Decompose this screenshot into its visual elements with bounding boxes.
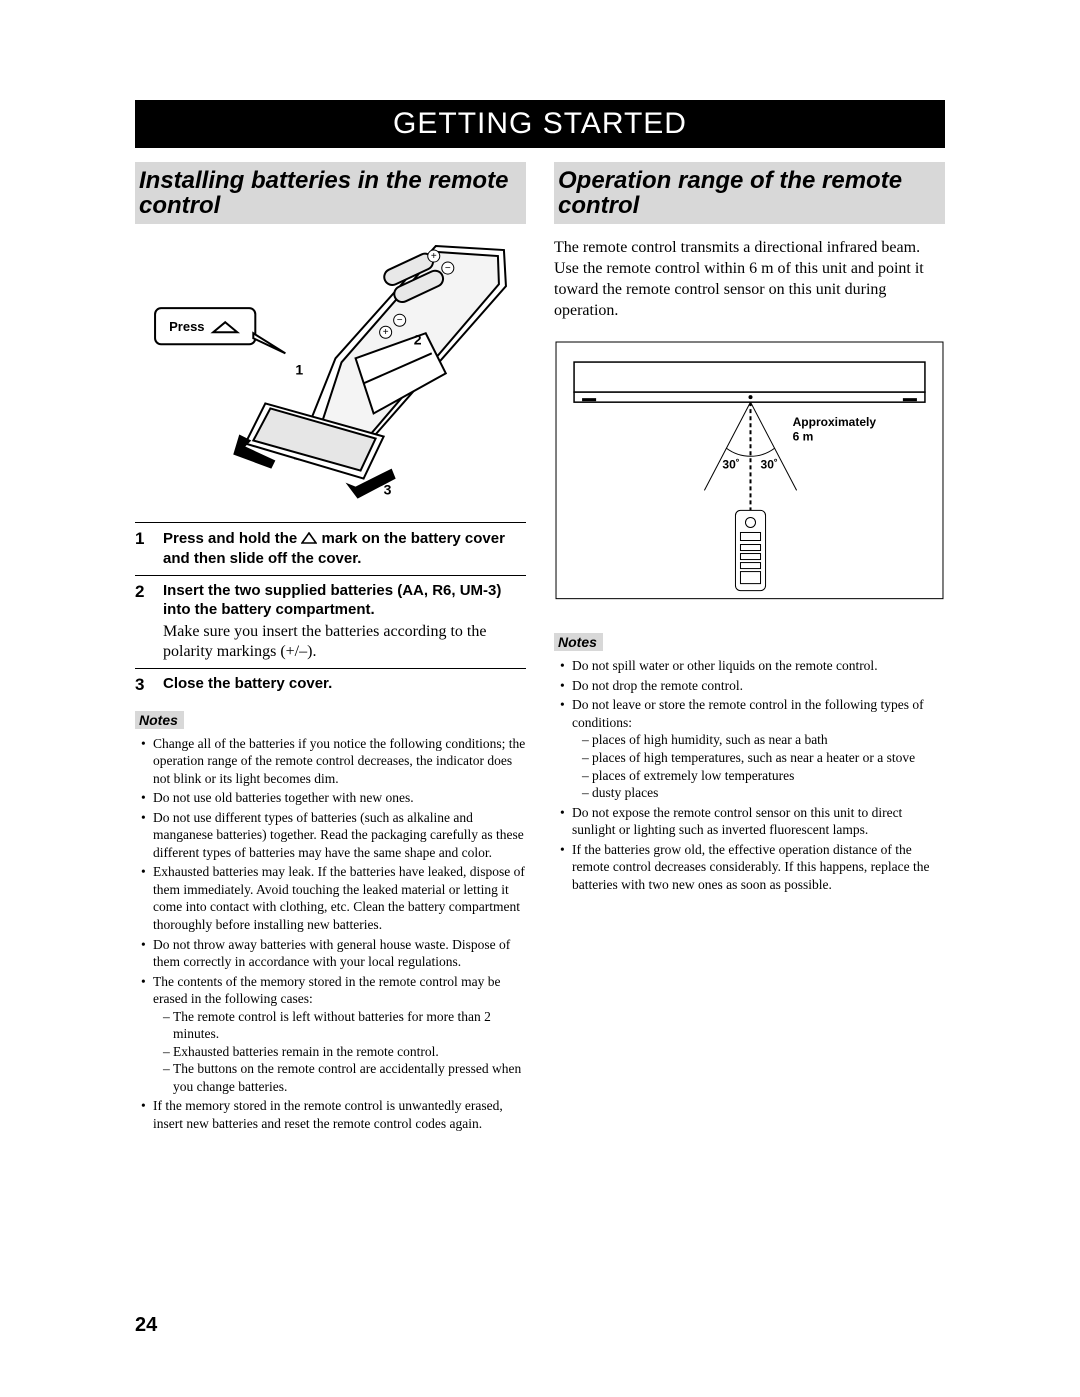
step-text: Make sure you insert the batteries accor… (163, 622, 526, 662)
intro-paragraph: The remote control transmits a direction… (554, 238, 945, 321)
page-number: 24 (135, 1314, 157, 1337)
note-item: Change all of the batteries if you notic… (145, 735, 526, 788)
step-text: Press and hold the (163, 530, 301, 547)
notes-heading: Notes (135, 711, 184, 729)
fig-num-3: 3 (384, 482, 392, 498)
note-item: Do not use old batteries together with n… (145, 789, 526, 807)
svg-text:−: − (445, 263, 451, 274)
step-2: 2 Insert the two supplied batteries (AA,… (135, 575, 526, 668)
fig-num-1: 1 (295, 362, 303, 378)
triangle-mark-icon (301, 532, 317, 544)
distance-label-2: 6 m (793, 429, 814, 443)
distance-label-1: Approximately (793, 415, 877, 429)
note-item: Do not spill water or other liquids on t… (564, 657, 945, 675)
svg-text:+: + (431, 251, 437, 262)
note-item: The contents of the memory stored in the… (145, 973, 526, 1096)
note-subitem: dusty places (582, 784, 945, 802)
note-item: Do not expose the remote control sensor … (564, 804, 945, 839)
note-item: If the memory stored in the remote contr… (145, 1097, 526, 1132)
note-item: Exhausted batteries may leak. If the bat… (145, 863, 526, 933)
note-subitem: The remote control is left without batte… (163, 1008, 526, 1043)
note-subitem: places of high humidity, such as near a … (582, 731, 945, 749)
step-text: Close the battery cover. (163, 675, 526, 694)
press-label: Press (169, 320, 204, 335)
note-item: Do not throw away batteries with general… (145, 936, 526, 971)
note-subitem: places of high temperatures, such as nea… (582, 749, 945, 767)
left-section-title: Installing batteries in the remote contr… (135, 162, 526, 224)
svg-text:+: + (383, 328, 389, 339)
step-1: 1 Press and hold the mark on the battery… (135, 522, 526, 575)
range-diagram: 30˚ 30˚ Approximately 6 m (554, 340, 945, 601)
note-subitem: places of extremely low temperatures (582, 767, 945, 785)
left-notes-list: Change all of the batteries if you notic… (135, 735, 526, 1133)
right-section-title: Operation range of the remote control (554, 162, 945, 224)
note-item: Do not drop the remote control. (564, 677, 945, 695)
note-item: Do not leave or store the remote control… (564, 696, 945, 801)
chapter-banner: GETTING STARTED (135, 100, 945, 148)
note-subitem: The buttons on the remote control are ac… (163, 1060, 526, 1095)
step-text: Insert the two supplied batteries (AA, R… (163, 582, 526, 620)
two-column-layout: Installing batteries in the remote contr… (135, 162, 945, 1135)
note-item: Do not use different types of batteries … (145, 809, 526, 862)
right-column: Operation range of the remote control Th… (554, 162, 945, 1135)
battery-install-figure: Press + − − + (135, 238, 526, 499)
step-3: 3 Close the battery cover. (135, 668, 526, 701)
notes-heading: Notes (554, 633, 603, 651)
svg-text:−: − (397, 316, 403, 327)
right-notes-list: Do not spill water or other liquids on t… (554, 657, 945, 893)
note-item: If the batteries grow old, the effective… (564, 841, 945, 894)
fig-num-2: 2 (414, 332, 422, 348)
step-num: 3 (135, 675, 163, 695)
step-num: 2 (135, 582, 163, 662)
step-num: 1 (135, 529, 163, 569)
angle-right-label: 30˚ (761, 457, 778, 471)
note-subitem: Exhausted batteries remain in the remote… (163, 1043, 526, 1061)
angle-left-label: 30˚ (722, 457, 739, 471)
left-column: Installing batteries in the remote contr… (135, 162, 526, 1135)
